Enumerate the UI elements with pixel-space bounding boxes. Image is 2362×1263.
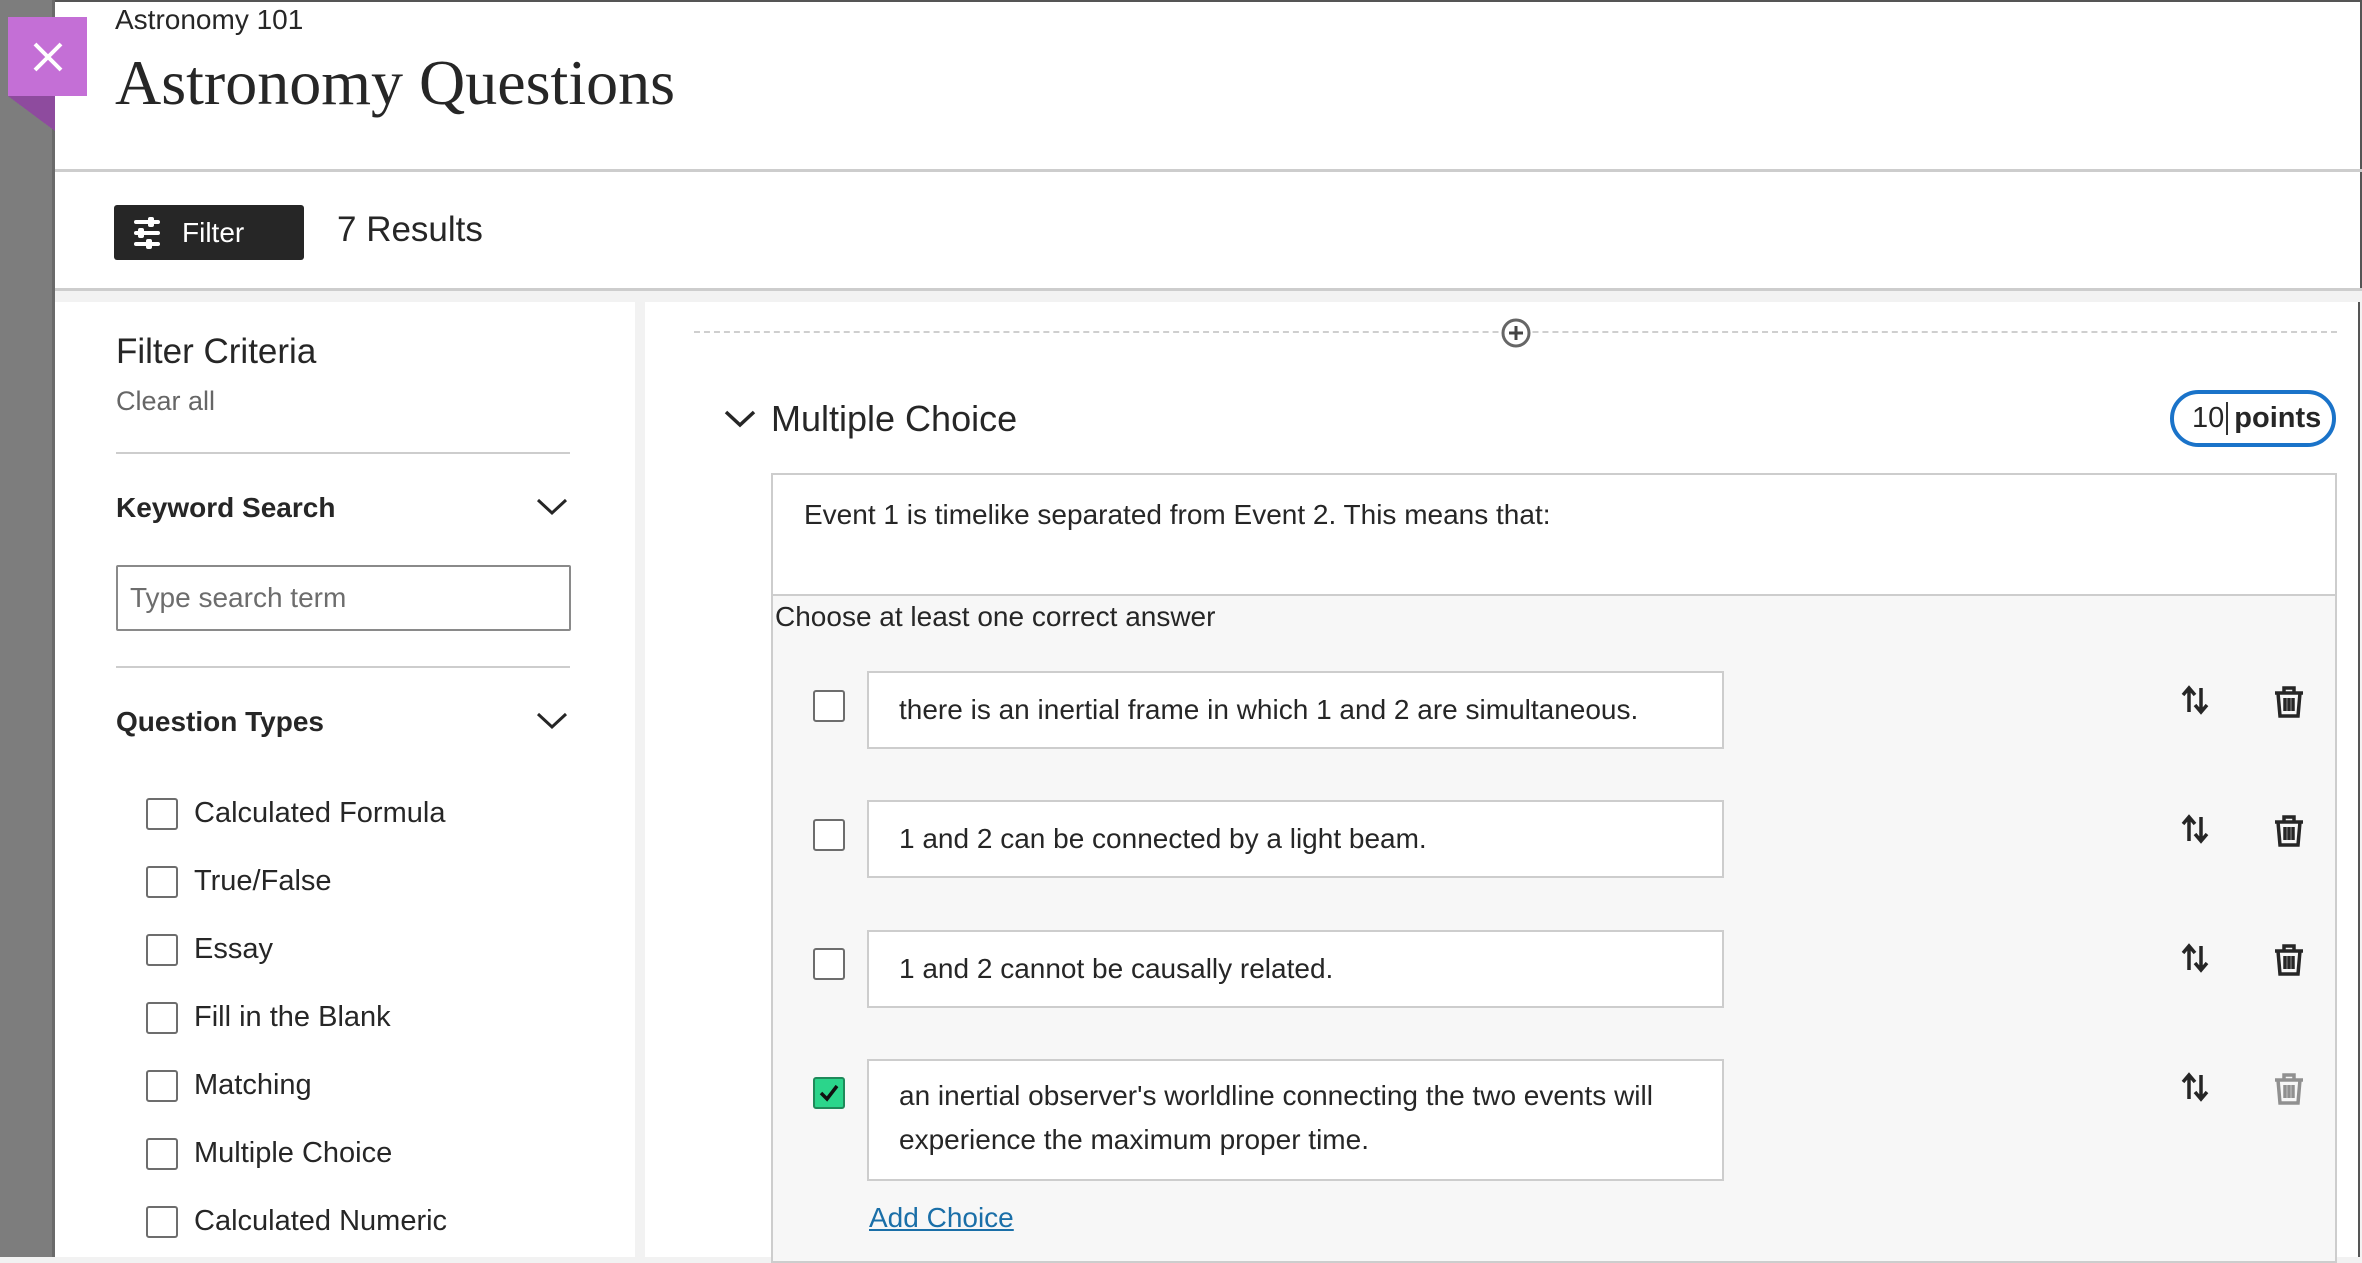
- chevron-down-icon[interactable]: [535, 710, 569, 732]
- sliders-icon: [134, 216, 160, 249]
- background-overlay: [0, 0, 55, 1257]
- checkbox-label: True/False: [194, 865, 332, 897]
- points-input[interactable]: 10 points: [2170, 390, 2336, 447]
- filter-panel: Filter Criteria Clear all Keyword Search…: [55, 302, 635, 1257]
- filter-checkbox-calculated-formula[interactable]: Calculated Formula: [146, 797, 445, 830]
- filter-button[interactable]: Filter: [114, 205, 304, 260]
- choice-input[interactable]: 1 and 2 can be connected by a light beam…: [867, 800, 1724, 878]
- checkbox-label: Fill in the Blank: [194, 1001, 391, 1033]
- divider: [116, 666, 570, 668]
- question-type-heading: Multiple Choice: [771, 398, 1018, 439]
- results-count: 7 Results: [337, 210, 483, 249]
- checkbox[interactable]: [146, 1069, 178, 1102]
- page-title: Astronomy Questions: [115, 47, 675, 118]
- checkbox-label: Essay: [194, 933, 273, 965]
- correct-checkbox[interactable]: [813, 948, 845, 980]
- filter-checkbox-true-false[interactable]: True/False: [146, 865, 332, 898]
- reorder-arrows-icon[interactable]: [2181, 1072, 2209, 1102]
- badge-fold: [8, 96, 55, 131]
- checkbox-label: Multiple Choice: [194, 1137, 393, 1169]
- checkbox-label: Calculated Formula: [194, 797, 446, 829]
- checkbox[interactable]: [146, 1205, 178, 1238]
- filter-checkbox-essay[interactable]: Essay: [146, 933, 273, 966]
- filter-criteria-heading: Filter Criteria: [116, 332, 317, 371]
- add-choice-link[interactable]: Add Choice: [869, 1202, 1014, 1233]
- correct-checkbox[interactable]: [813, 690, 845, 722]
- trash-icon[interactable]: [2273, 685, 2305, 719]
- choice-input[interactable]: 1 and 2 cannot be causally related.: [867, 930, 1724, 1008]
- page-header: Astronomy 101 Astronomy Questions Filter…: [55, 0, 2362, 291]
- checkmark-icon: [819, 1084, 839, 1102]
- filter-checkbox-calculated-numeric[interactable]: Calculated Numeric: [146, 1205, 447, 1238]
- question-prompt[interactable]: Event 1 is timelike separated from Event…: [773, 475, 2335, 596]
- keyword-search-heading: Keyword Search: [116, 492, 336, 523]
- reorder-arrows-icon[interactable]: [2181, 685, 2209, 715]
- trash-icon[interactable]: [2273, 814, 2305, 848]
- filter-checkbox-fill-in-the-blank[interactable]: Fill in the Blank: [146, 1001, 391, 1034]
- checkbox-label: Calculated Numeric: [194, 1205, 448, 1237]
- question-list: Multiple Choice 10 points Event 1 is tim…: [645, 302, 2360, 1263]
- trash-icon[interactable]: [2273, 943, 2305, 977]
- answer-instruction: Choose at least one correct answer: [775, 601, 1216, 632]
- chevron-down-icon[interactable]: [535, 496, 569, 518]
- points-value[interactable]: 10: [2192, 402, 2229, 435]
- points-label: points: [2234, 402, 2322, 434]
- filter-label: Filter: [182, 216, 245, 248]
- trash-icon-disabled: [2275, 1073, 2303, 1105]
- checkbox[interactable]: [146, 1001, 178, 1034]
- correct-checkbox[interactable]: [813, 819, 845, 851]
- checkbox[interactable]: [146, 797, 178, 830]
- question-editor: Event 1 is timelike separated from Event…: [771, 473, 2337, 1263]
- close-icon: [33, 42, 62, 71]
- checkbox[interactable]: [146, 1137, 178, 1170]
- divider: [116, 452, 570, 454]
- add-question-plus-icon[interactable]: [1500, 317, 1532, 349]
- reorder-arrows-icon[interactable]: [2181, 943, 2209, 973]
- checkbox[interactable]: [146, 933, 178, 966]
- filter-checkbox-multiple-choice[interactable]: Multiple Choice: [146, 1137, 392, 1170]
- choice-input[interactable]: an inertial observer's worldline connect…: [867, 1059, 1724, 1181]
- clear-all-link[interactable]: Clear all: [116, 386, 216, 416]
- collapse-chevron-icon[interactable]: [723, 408, 757, 430]
- divider: [55, 288, 2362, 291]
- filter-checkbox-matching[interactable]: Matching: [146, 1069, 312, 1102]
- close-button[interactable]: [8, 17, 87, 96]
- choice-input[interactable]: there is an inertial frame in which 1 an…: [867, 671, 1724, 749]
- divider: [55, 169, 2362, 172]
- checkbox-label: Matching: [194, 1069, 312, 1101]
- question-types-heading: Question Types: [116, 706, 324, 737]
- checkbox[interactable]: [146, 865, 178, 898]
- course-name: Astronomy 101: [115, 4, 304, 35]
- keyword-search-input[interactable]: [116, 565, 571, 631]
- reorder-arrows-icon[interactable]: [2181, 814, 2209, 844]
- correct-checkbox-checked[interactable]: [813, 1077, 845, 1109]
